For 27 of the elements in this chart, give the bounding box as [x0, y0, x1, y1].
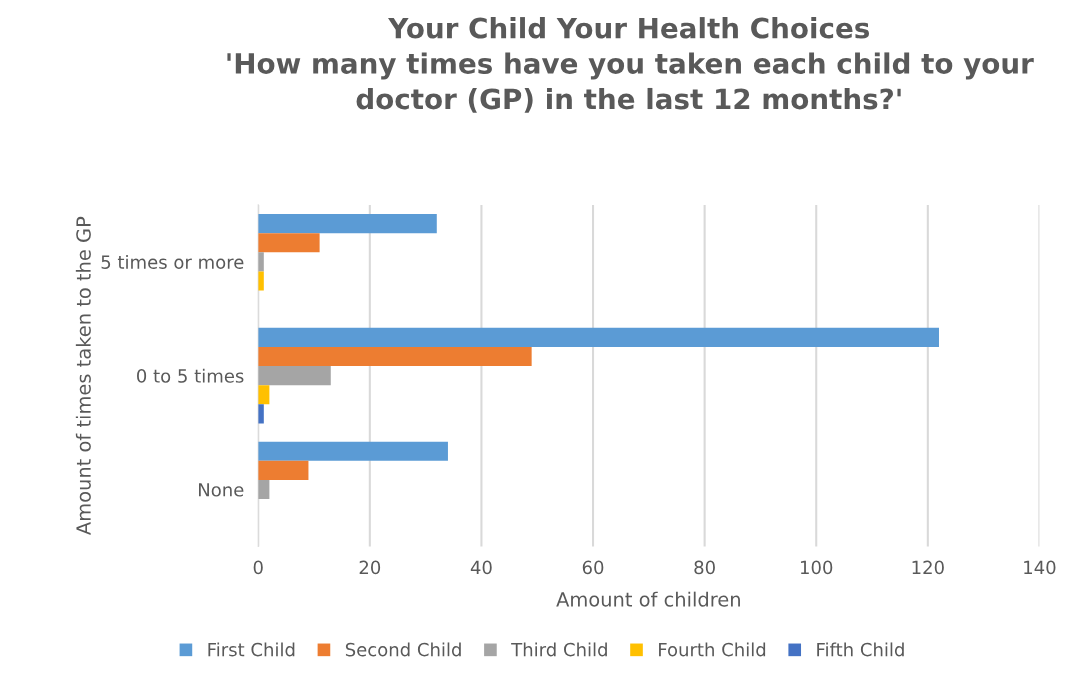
legend-label: Third Child: [511, 642, 607, 657]
x-tick-label: 100: [800, 560, 833, 575]
x-tick-label: 20: [359, 560, 381, 575]
x-tick-label: 140: [1024, 560, 1056, 575]
bar: [258, 271, 264, 291]
x-tick-label: 0: [253, 560, 263, 575]
bar: [258, 441, 448, 461]
bar: [258, 366, 331, 386]
chart-title: Your Child Your Health Choices 'How many times have you taken each child to your doctor (GP) in the last 12 months?': [227, 17, 1034, 113]
legend-label: Second Child: [345, 642, 461, 657]
y-tick-label: None: [199, 483, 244, 497]
bar: [258, 460, 309, 480]
x-axis-title: Amount of children: [556, 591, 740, 607]
x-tick-label: 60: [582, 560, 604, 575]
x-tick-label: 40: [470, 560, 492, 575]
bar: [258, 346, 532, 367]
legend-label: Fourth Child: [659, 642, 766, 657]
y-tick-label: 5 times or more: [101, 254, 244, 269]
legend-label: First Child: [208, 642, 295, 657]
x-tick-label: 120: [912, 560, 944, 575]
bar: [258, 214, 437, 234]
y-axis-title: Amount of times taken to the GP: [75, 216, 91, 535]
bar: [258, 233, 320, 253]
y-tick-label: 0 to 5 times: [137, 368, 244, 383]
legend-label: Fifth Child: [817, 642, 904, 657]
x-tick-label: 80: [694, 560, 715, 575]
bar: [258, 327, 939, 347]
